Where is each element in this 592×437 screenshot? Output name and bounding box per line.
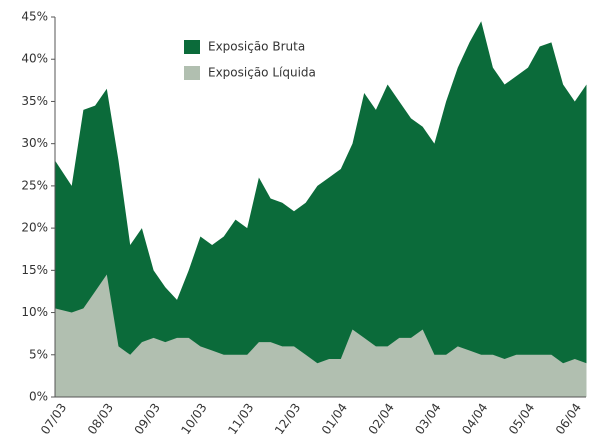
y-tick-label: 30% <box>21 136 48 150</box>
y-tick-label: 45% <box>21 10 48 24</box>
x-tick-label: 05/04 <box>506 401 537 437</box>
x-tick-label: 02/04 <box>366 401 397 437</box>
y-tick-label: 10% <box>21 305 48 319</box>
legend-label: Exposição Bruta <box>208 40 305 54</box>
legend-label: Exposição Líquida <box>208 66 316 80</box>
x-tick-label: 03/04 <box>412 401 443 437</box>
area <box>55 21 587 397</box>
x-tick-label: 07/03 <box>38 401 69 437</box>
area <box>55 274 587 397</box>
legend-swatch <box>184 66 200 80</box>
x-tick-label: 10/03 <box>178 401 209 437</box>
y-tick-label: 5% <box>29 347 48 361</box>
y-tick-label: 35% <box>21 94 48 108</box>
x-tick-label: 04/04 <box>459 401 490 437</box>
x-tick-label: 08/03 <box>85 401 116 437</box>
y-tick-label: 40% <box>21 52 48 66</box>
x-tick-label: 12/03 <box>272 401 303 437</box>
y-tick-label: 20% <box>21 221 48 235</box>
legend-swatch <box>184 40 200 54</box>
x-tick-label: 01/04 <box>319 401 350 437</box>
y-tick-label: 0% <box>29 390 48 404</box>
y-tick-label: 15% <box>21 263 48 277</box>
x-tick-label: 11/03 <box>225 401 256 437</box>
x-tick-label: 06/04 <box>553 401 584 437</box>
y-tick-label: 25% <box>21 178 48 192</box>
x-tick-label: 09/03 <box>132 401 163 437</box>
